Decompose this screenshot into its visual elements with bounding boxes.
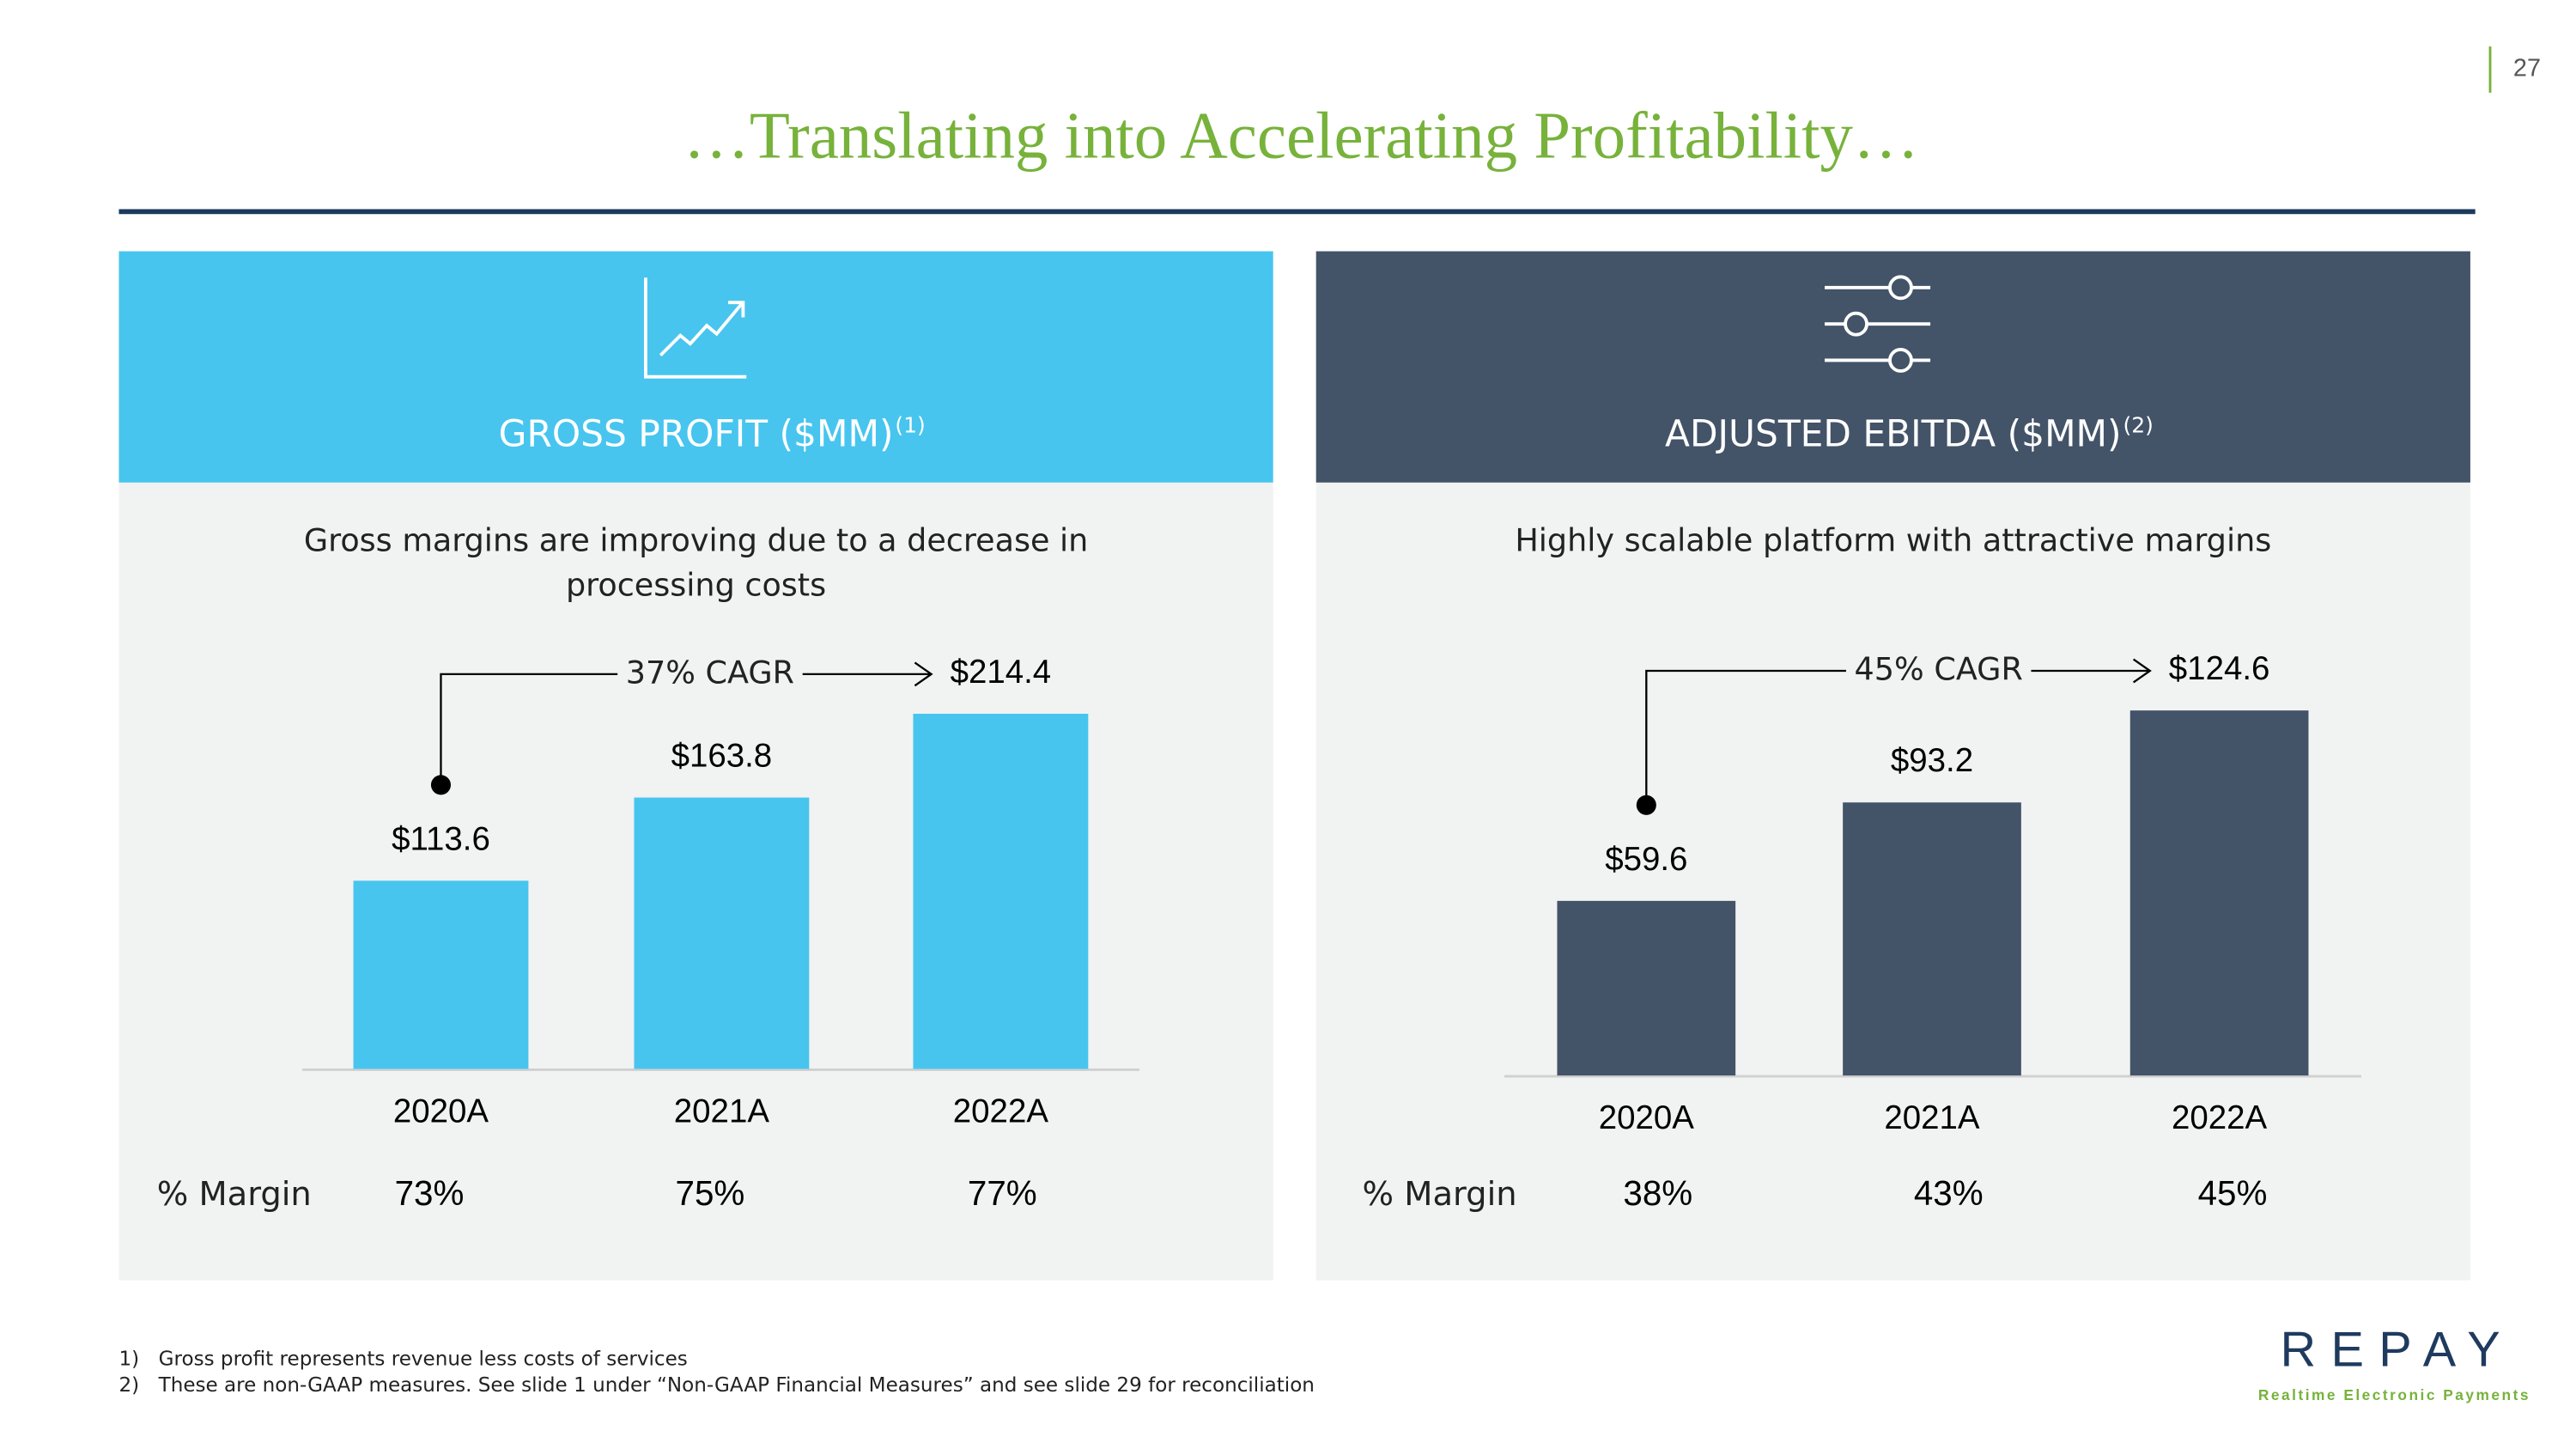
panel-title: ADJUSTED EBITDA ($MM): [1665, 412, 2122, 454]
bar: [1557, 900, 1736, 1076]
margin-label: % Margin: [1363, 1175, 1517, 1214]
cagr-annotation: 37% CAGR: [626, 654, 794, 691]
x-tick-label: 2021A: [674, 1093, 770, 1130]
growth-icon: [644, 277, 747, 379]
x-tick-label: 2020A: [393, 1093, 489, 1130]
footnote-marker: 2): [118, 1374, 139, 1397]
margin-value: 43%: [1914, 1173, 1984, 1213]
annotation-bracket: [440, 673, 618, 785]
value-label: $59.6: [1605, 841, 1687, 878]
value-label: $163.8: [671, 738, 773, 775]
value-label: $124.6: [2169, 650, 2270, 687]
footnote: These are non-GAAP measures. See slide 1…: [158, 1374, 1315, 1397]
bar: [2129, 710, 2309, 1076]
x-tick-label: 2021A: [1884, 1099, 1980, 1136]
margin-value: 45%: [2198, 1173, 2268, 1213]
panel-subtitle: Gross margins are improving due to a dec…: [304, 522, 1089, 559]
panel-subtitle: Highly scalable platform with attractive…: [1515, 522, 2271, 559]
page-number: 27: [2513, 55, 2541, 82]
margin-value: 38%: [1623, 1173, 1692, 1213]
margin-label: % Margin: [157, 1175, 312, 1214]
logo: REPAY: [2281, 1322, 2516, 1377]
margin-value: 75%: [676, 1173, 745, 1213]
value-label: $214.4: [951, 654, 1052, 691]
value-label: $93.2: [1891, 742, 1973, 779]
title-note: (2): [2123, 412, 2153, 437]
sliders-icon: [1825, 275, 1931, 373]
margin-value: 73%: [395, 1173, 465, 1213]
panel-title: GROSS PROFIT ($MM): [499, 412, 894, 454]
x-tick-label: 2022A: [2172, 1099, 2268, 1136]
bar: [1843, 802, 2021, 1076]
bar: [634, 797, 810, 1069]
annotation-bracket: [1645, 669, 1846, 806]
x-tick-label: 2020A: [1599, 1099, 1695, 1136]
footnote: Gross profit represents revenue less cos…: [159, 1348, 688, 1370]
arrow-head: [914, 661, 933, 687]
panel-subtitle: processing costs: [566, 566, 826, 603]
bar: [913, 714, 1089, 1069]
logo-tagline: Realtime Electronic Payments: [2258, 1386, 2530, 1403]
cagr-annotation: 45% CAGR: [1855, 651, 2023, 688]
bar: [353, 880, 529, 1069]
margin-value: 77%: [968, 1173, 1037, 1213]
footnote-marker: 1): [118, 1348, 139, 1370]
title-note: (1): [895, 412, 925, 437]
arrow-head: [2132, 658, 2152, 684]
slide-title: …Translating into Accelerating Profitabi…: [683, 98, 1919, 172]
x-tick-label: 2022A: [953, 1093, 1049, 1130]
panel-header: [118, 251, 1273, 483]
value-label: $113.6: [392, 820, 490, 857]
